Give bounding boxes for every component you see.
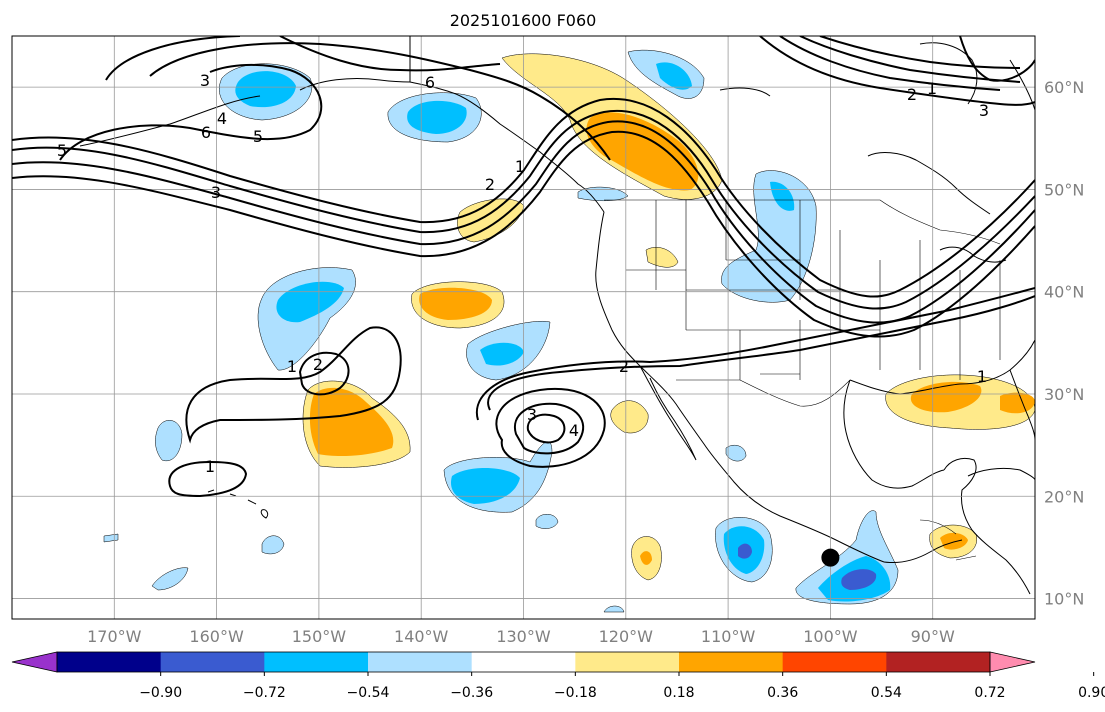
anomaly-117w [631,536,662,581]
colorbar-tick-label: −0.72 [243,685,286,701]
longitude-label: 100°W [803,627,858,646]
svg-text:1: 1 [977,367,987,386]
coastlines [79,36,1035,595]
colorbar-segment [575,652,680,672]
map-area: 5 3 3 4 5 6 6 2 1 2 1 3 2 3 4 1 2 1 1 [12,36,1035,619]
longitude-label: 170°W [87,627,142,646]
longitude-label: 150°W [292,627,347,646]
colorbar-extend-high [989,651,1036,673]
svg-text:1: 1 [205,457,215,476]
longitude-label: 160°W [189,627,244,646]
svg-text:3: 3 [979,101,989,120]
longitude-label: 90°W [911,627,955,646]
colorbar-segment [679,652,784,672]
anomaly-west [155,420,183,462]
colorbar-tick-labels: −0.90 −0.72 −0.54 −0.36 −0.18 0.18 0.36 0.54 0.7… [139,672,1105,701]
anomaly-hudson [627,49,705,99]
anomaly-hawaii-east [443,441,553,513]
contour-labels: 5 3 3 4 5 6 6 2 1 2 1 3 2 3 4 1 2 1 1 [57,71,989,476]
svg-text:4: 4 [217,109,227,128]
latitude-label: 20°N [1044,487,1084,506]
anomaly-baja [610,400,649,434]
svg-text:4: 4 [569,421,579,440]
colorbar-frame [56,651,991,673]
colorbar-segment [264,652,369,672]
anomaly-bering-sea [218,63,312,121]
svg-text:2: 2 [907,85,917,104]
svg-text:3: 3 [200,71,210,90]
latitude-label: 50°N [1044,180,1084,199]
longitude-label: 110°W [701,627,756,646]
colorbar-tick-label: 0.36 [767,685,798,701]
map-frame [11,35,1036,620]
anomaly-nevada [645,247,679,268]
anomaly-100w [795,510,899,605]
colorbar-tick-label: 0.54 [871,685,902,701]
colorbar-tick-label: 0.90 [1078,685,1105,701]
latitude-label: 30°N [1044,385,1084,404]
colorbar-tick-label: −0.36 [450,685,493,701]
contours [12,36,1035,498]
anomaly-130w [466,321,551,381]
latitude-label: 60°N [1044,78,1084,97]
colorbar-segment [471,652,576,672]
svg-text:6: 6 [201,123,211,142]
colorbar [11,651,1036,673]
colorbar-segment [160,652,265,672]
svg-text:1: 1 [515,157,525,176]
colorbar-segment [782,652,887,672]
map-title: 2025101600 F060 [450,11,597,30]
latitude-label: 10°N [1044,590,1084,609]
svg-text:2: 2 [619,357,629,376]
anomaly-150w-positive [302,380,411,468]
colorbar-segment [886,652,991,672]
latitude-labels: 60°N 50°N 40°N 30°N 20°N 10°N [1044,78,1084,608]
svg-text:5: 5 [253,127,263,146]
svg-text:2: 2 [313,355,323,374]
colorbar-tick-label: −0.18 [554,685,597,701]
longitude-label: 120°W [599,627,654,646]
anomaly-gulf-of-alaska [387,92,482,143]
colorbar-segment [368,652,473,672]
svg-text:6: 6 [425,73,435,92]
anomaly-east-pacific-positive [411,281,505,329]
svg-text:5: 5 [57,141,67,160]
colorbar-extend-low [11,651,58,673]
svg-text:3: 3 [527,405,537,424]
longitude-label: 140°W [394,627,449,646]
svg-text:2: 2 [485,175,495,194]
anomaly-shading [103,49,1035,613]
longitude-label: 130°W [496,627,551,646]
longitude-labels: 170°W 160°W 150°W 140°W 130°W 120°W 110°W 100°W… [87,627,955,646]
svg-text:1: 1 [927,79,937,98]
latitude-label: 40°N [1044,283,1084,302]
colorbar-tick-label: 0.72 [974,685,1005,701]
colorbar-tick-label: −0.90 [139,685,182,701]
svg-text:3: 3 [211,183,221,202]
svg-text:1: 1 [287,357,297,376]
anomaly-110w [715,517,773,583]
colorbar-tick-label: 0.18 [663,685,694,701]
colorbar-segment [57,652,162,672]
location-marker [821,548,840,567]
anomaly-central-america [929,524,978,559]
colorbar-tick-label: −0.54 [347,685,390,701]
